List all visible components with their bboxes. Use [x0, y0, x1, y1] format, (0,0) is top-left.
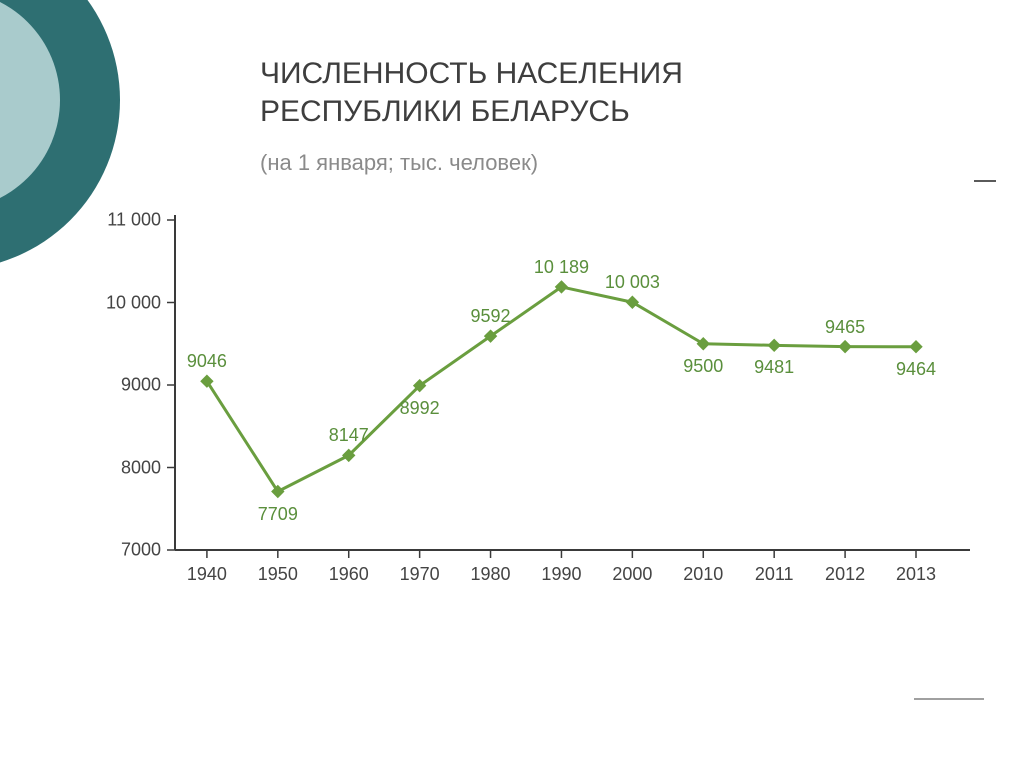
x-tick-label: 1960 [329, 564, 369, 585]
data-point-label: 9592 [471, 306, 511, 327]
y-tick-label: 9000 [100, 375, 161, 396]
data-point-label: 7709 [258, 504, 298, 525]
x-tick-label: 1940 [187, 564, 227, 585]
data-point-label: 10 189 [534, 257, 589, 278]
x-tick-label: 2010 [683, 564, 723, 585]
data-point-label: 9481 [754, 357, 794, 378]
x-tick-label: 2012 [825, 564, 865, 585]
x-tick-label: 1970 [400, 564, 440, 585]
chart-subtitle: (на 1 января; тыс. человек) [260, 150, 538, 176]
population-line-chart: 7000 8000 9000 10 000 11 000 1940 1950 1960 1970… [100, 210, 980, 630]
data-point-label: 9500 [683, 356, 723, 377]
x-tick-label: 2000 [612, 564, 652, 585]
x-tick-label: 1950 [258, 564, 298, 585]
x-tick-label: 2011 [755, 564, 794, 585]
data-point-label: 9464 [896, 359, 936, 380]
decorative-underline [914, 698, 984, 700]
decorative-dash [974, 180, 996, 182]
slide-decoration-circle-inner [0, 0, 60, 210]
y-tick-label: 8000 [100, 457, 161, 478]
x-tick-label: 1990 [541, 564, 581, 585]
y-tick-label: 10 000 [100, 292, 161, 313]
data-point-label: 8992 [400, 398, 440, 419]
data-point-label: 9465 [825, 317, 865, 338]
data-point-label: 8147 [329, 425, 369, 446]
x-tick-label: 1980 [471, 564, 511, 585]
y-tick-label: 7000 [100, 540, 161, 561]
chart-title: ЧИСЛЕННОСТЬ НАСЕЛЕНИЯ РЕСПУБЛИКИ БЕЛАРУС… [260, 55, 683, 130]
y-tick-label: 11 000 [100, 210, 161, 231]
data-point-label: 10 003 [605, 272, 660, 293]
data-point-label: 9046 [187, 351, 227, 372]
x-tick-label: 2013 [896, 564, 936, 585]
